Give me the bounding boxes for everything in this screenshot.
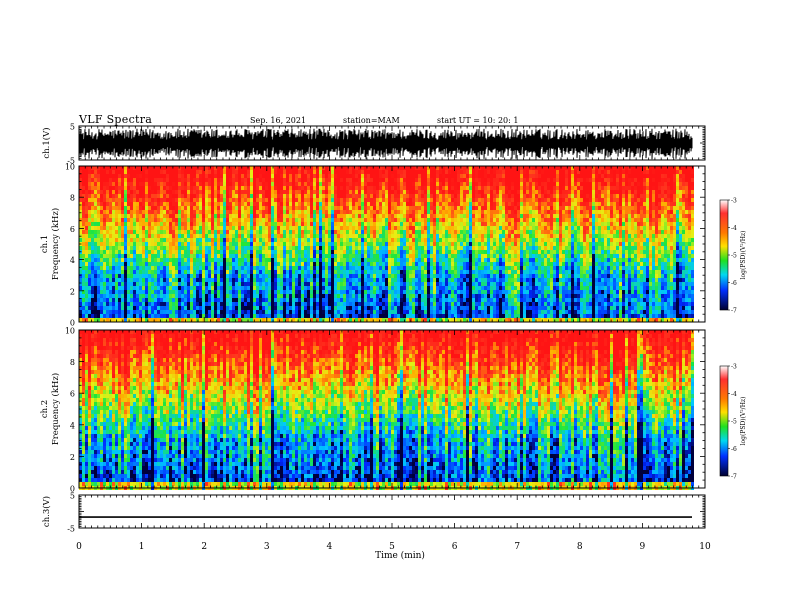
colorbar-tick-label: -4 bbox=[731, 391, 737, 398]
x-axis-label: Time (min) bbox=[375, 550, 425, 561]
date-label: Sep. 16, 2021 bbox=[250, 116, 307, 125]
y-tick-label: 8 bbox=[70, 358, 75, 367]
y-tick-label: 0 bbox=[70, 485, 75, 494]
colorbar-label: log(PSD)(V²/Hz) bbox=[740, 397, 747, 446]
y-tick-label: 2 bbox=[70, 287, 75, 296]
station-label: station=MAM bbox=[343, 116, 400, 125]
y-tick-label: 6 bbox=[70, 390, 75, 399]
ch1-ylabel: ch.1(V) bbox=[41, 127, 52, 158]
y-tick-label: 5 bbox=[70, 123, 75, 132]
ch1-waveform-line bbox=[78, 128, 693, 160]
colorbar-tick-label: -5 bbox=[731, 419, 737, 426]
colorbar-label: log(PSD)(V²/Hz) bbox=[740, 231, 747, 280]
x-tick-label: 8 bbox=[577, 542, 583, 552]
y-tick-label: 10 bbox=[65, 163, 75, 172]
x-tick-label: 2 bbox=[201, 542, 207, 552]
y-tick-label: 8 bbox=[70, 194, 75, 203]
y-tick-label: -5 bbox=[67, 157, 75, 166]
colorbar-tick-label: -3 bbox=[731, 364, 737, 371]
ch1-waveform-panel bbox=[78, 128, 693, 160]
colorbar-tick-label: -5 bbox=[731, 253, 737, 260]
x-tick-label: 6 bbox=[452, 542, 458, 552]
x-tick-label: 0 bbox=[76, 542, 82, 552]
colorbar-tick-label: -4 bbox=[731, 225, 737, 232]
x-tick-label: 3 bbox=[264, 542, 270, 552]
y-tick-label: 6 bbox=[70, 225, 75, 234]
ch1-spec-ylabel: ch.1 bbox=[40, 235, 50, 253]
colorbar-1 bbox=[719, 199, 729, 311]
colorbar-tick-label: -6 bbox=[731, 446, 737, 453]
ch1-spectrogram-panel bbox=[79, 166, 694, 322]
x-tick-label: 1 bbox=[139, 542, 145, 552]
colorbar-tick-label: -6 bbox=[731, 280, 737, 287]
x-tick-label: 4 bbox=[327, 542, 333, 552]
x-tick-label: 5 bbox=[389, 542, 395, 552]
ch1-freq-ylabel: Frequency (kHz) bbox=[50, 208, 61, 280]
colorbar-tick-label: -7 bbox=[731, 474, 737, 481]
y-tick-label: 4 bbox=[70, 256, 75, 265]
start-time-label: start UT = 10: 20: 1 bbox=[437, 116, 519, 125]
y-tick-label: 4 bbox=[70, 421, 75, 430]
chart-title: VLF Spectra bbox=[79, 113, 153, 126]
y-tick-label: 2 bbox=[70, 453, 75, 462]
colorbar-2 bbox=[719, 365, 729, 477]
ch2-spec-ylabel: ch.2 bbox=[40, 400, 50, 418]
colorbar-tick-label: -3 bbox=[731, 198, 737, 205]
ch2-spectrogram-panel bbox=[79, 330, 694, 490]
x-tick-label: 7 bbox=[514, 542, 520, 552]
colorbars: -3 -4 -5 -6 -7 log(PSD)(V²/Hz) -3 -4 -5 -6 -7 log(P… bbox=[719, 198, 747, 481]
colorbar-tick-label: -7 bbox=[731, 308, 737, 315]
ch2-freq-ylabel: Frequency (kHz) bbox=[50, 373, 61, 445]
y-tick-label: -5 bbox=[67, 525, 75, 534]
y-tick-label: 10 bbox=[65, 327, 75, 336]
x-tick-label: 9 bbox=[640, 542, 646, 552]
x-tick-label: 10 bbox=[699, 542, 711, 552]
ch3-ylabel: ch.3(V) bbox=[41, 496, 52, 527]
y-tick-label: 5 bbox=[70, 492, 75, 501]
y-tick-label: 0 bbox=[70, 319, 75, 328]
